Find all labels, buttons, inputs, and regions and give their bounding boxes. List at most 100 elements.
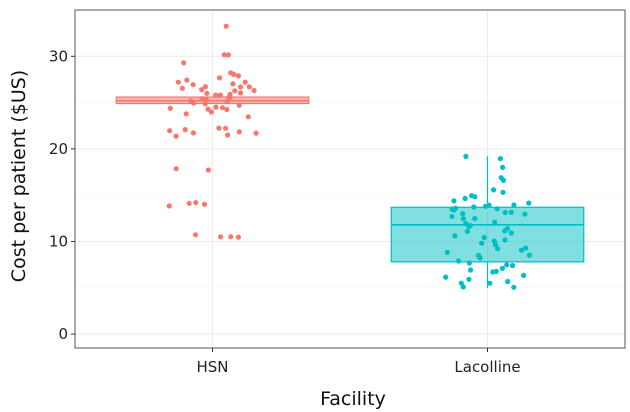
data-point — [471, 204, 477, 210]
data-point — [190, 130, 196, 136]
data-point — [224, 106, 230, 113]
data-point — [204, 90, 210, 96]
data-point — [472, 216, 478, 222]
data-point — [232, 88, 238, 94]
data-point — [502, 228, 508, 234]
data-point — [492, 242, 499, 248]
data-point — [217, 92, 223, 98]
data-point — [482, 203, 489, 209]
data-point — [505, 278, 511, 285]
data-point — [231, 71, 237, 77]
data-point — [490, 269, 496, 275]
data-point — [166, 203, 172, 209]
data-point — [219, 105, 226, 111]
data-point — [238, 84, 244, 90]
data-point — [460, 284, 466, 290]
data-point — [449, 213, 455, 220]
data-point — [236, 102, 242, 108]
x-tick-label: HSN — [196, 358, 228, 376]
data-point — [253, 130, 259, 136]
data-point — [208, 109, 214, 115]
data-point — [213, 92, 219, 98]
data-point — [216, 125, 222, 131]
y-tick-label: 0 — [58, 325, 68, 343]
data-point — [487, 280, 493, 286]
data-point — [463, 153, 469, 159]
data-point — [228, 234, 234, 240]
data-point — [182, 127, 188, 133]
data-point — [526, 252, 533, 258]
data-point — [495, 246, 501, 252]
data-point — [216, 75, 223, 81]
data-point — [246, 84, 252, 90]
data-point — [213, 104, 219, 110]
data-point — [466, 224, 472, 230]
data-point — [508, 230, 514, 236]
data-point — [460, 216, 466, 222]
data-point — [466, 276, 472, 282]
data-point — [494, 206, 500, 212]
data-point — [509, 262, 516, 269]
data-point — [184, 77, 190, 83]
points-hsn — [166, 23, 259, 240]
data-point — [193, 200, 199, 206]
data-point — [186, 200, 192, 206]
data-point — [443, 274, 449, 280]
data-point — [251, 87, 257, 94]
data-point — [466, 260, 472, 266]
x-tick-label: Lacolline — [454, 358, 520, 376]
data-point — [464, 228, 470, 234]
box-iqr — [390, 206, 585, 263]
data-point — [205, 106, 211, 112]
data-point — [508, 209, 514, 215]
data-point — [223, 23, 229, 29]
data-point — [167, 128, 173, 134]
data-point — [500, 177, 507, 183]
data-point — [451, 207, 457, 213]
data-point — [502, 237, 508, 243]
data-point — [202, 101, 208, 107]
data-point — [477, 255, 483, 261]
y-tick-label: 20 — [49, 140, 68, 158]
y-tick-label: 30 — [49, 47, 68, 65]
data-point — [511, 284, 517, 290]
data-point — [175, 79, 181, 85]
data-point — [201, 201, 208, 207]
data-point — [511, 202, 517, 208]
data-point — [205, 167, 211, 173]
data-point — [472, 194, 478, 200]
data-point — [190, 82, 196, 88]
data-point — [238, 90, 244, 96]
data-point — [500, 189, 506, 195]
data-point — [225, 132, 231, 138]
data-point — [199, 87, 205, 93]
data-point — [460, 211, 466, 217]
data-point — [245, 114, 251, 120]
data-point — [230, 81, 236, 87]
data-point — [499, 265, 505, 271]
data-point — [526, 200, 532, 206]
data-point — [227, 94, 233, 100]
data-point — [221, 52, 227, 58]
data-point — [518, 247, 525, 253]
data-point — [173, 133, 179, 139]
data-point — [173, 166, 179, 172]
data-point — [481, 234, 487, 241]
data-point — [202, 84, 208, 90]
data-point — [500, 164, 506, 170]
data-point — [181, 60, 187, 66]
point-layer — [166, 23, 533, 290]
y-axis: 0 10 20 30 — [49, 47, 75, 343]
data-point — [462, 195, 468, 202]
data-point — [523, 245, 529, 251]
plot-border — [74, 9, 626, 349]
x-axis-title: Facility — [320, 388, 386, 410]
data-point — [224, 98, 230, 104]
data-point — [492, 219, 498, 225]
y-tick-label: 10 — [49, 233, 68, 251]
data-point — [522, 211, 528, 217]
data-point — [179, 85, 185, 91]
data-point — [236, 129, 242, 135]
data-point — [521, 272, 527, 278]
